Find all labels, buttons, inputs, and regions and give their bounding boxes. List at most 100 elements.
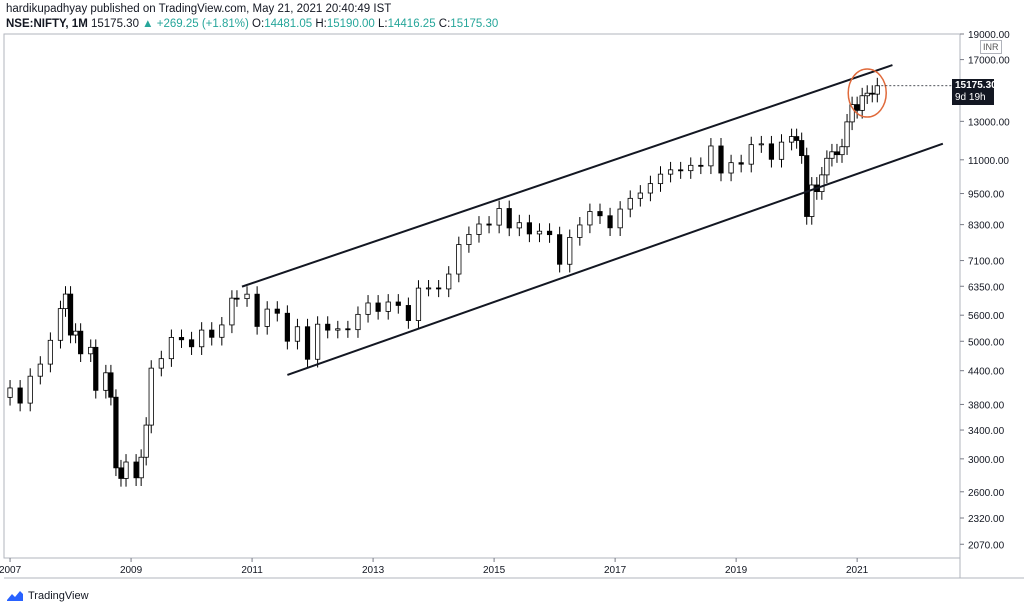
- candle-body: [854, 104, 860, 111]
- candle-body: [657, 173, 664, 185]
- candle-body: [148, 367, 154, 426]
- candle-body: [799, 140, 805, 157]
- candle-body: [229, 297, 235, 326]
- last-price-tag: 15175.30 9d 19h: [952, 78, 997, 105]
- candle-body: [103, 372, 109, 391]
- candle-body: [415, 287, 422, 321]
- candle-body: [446, 273, 452, 290]
- candle-body: [869, 92, 875, 95]
- candle-body: [274, 308, 280, 314]
- candle-body: [486, 223, 492, 226]
- up-arrow-icon: ▲: [142, 18, 154, 30]
- close-label: C:: [438, 18, 451, 30]
- chart-header: hardikupadhyay published on TradingView.…: [6, 2, 498, 32]
- low-label: L:: [378, 18, 388, 30]
- y-tick-label: 2070.00: [968, 540, 1005, 551]
- candle-body: [748, 144, 754, 165]
- candle-body: [597, 211, 603, 217]
- candle-body: [17, 387, 23, 404]
- candle-body: [718, 145, 724, 174]
- candle-body: [688, 164, 694, 172]
- candle-body: [27, 375, 33, 404]
- candle-body: [456, 244, 462, 275]
- high-label: H:: [315, 18, 327, 30]
- candle-body: [874, 85, 880, 95]
- candle-body: [7, 387, 13, 398]
- x-tick-label: 2007: [0, 565, 22, 576]
- candle-body: [365, 302, 371, 315]
- candle-body: [188, 339, 195, 348]
- candle-body: [294, 326, 301, 342]
- candle-body: [577, 224, 583, 238]
- candle-body: [834, 151, 840, 156]
- candle-body: [219, 324, 225, 338]
- y-tick-label: 3000.00: [968, 455, 1005, 466]
- candle-body: [637, 192, 643, 199]
- open-value: 14481.05: [264, 18, 313, 30]
- candle-body: [335, 328, 341, 331]
- symbol-label[interactable]: NSE:NIFTY, 1M: [6, 18, 88, 30]
- candle-body: [133, 461, 139, 479]
- close-value: 15175.30: [450, 18, 499, 30]
- candle-body: [466, 234, 472, 245]
- y-tick-label: 17000.00: [968, 56, 1010, 67]
- candle-body: [93, 346, 99, 391]
- candle-body: [627, 197, 633, 210]
- candle-body: [728, 162, 734, 174]
- candle-body: [88, 346, 94, 355]
- x-tick-label: 2015: [483, 565, 506, 576]
- candle-body: [819, 174, 825, 193]
- x-tick-label: 2013: [362, 565, 385, 576]
- x-tick-label: 2017: [604, 565, 627, 576]
- y-tick-label: 4400.00: [968, 367, 1005, 378]
- candle-body: [768, 143, 775, 160]
- candle-body: [617, 208, 623, 229]
- candle-body: [108, 372, 114, 398]
- candle-body: [315, 323, 321, 360]
- candle-body: [405, 305, 411, 321]
- candle-body: [506, 208, 512, 229]
- y-tick-label: 13000.00: [968, 117, 1010, 128]
- candle-body: [546, 230, 553, 236]
- candle-body: [809, 184, 815, 217]
- candle-body: [567, 237, 573, 265]
- candle-body: [678, 169, 684, 172]
- candle-body: [123, 461, 129, 479]
- candle-body: [304, 326, 311, 360]
- candle-body: [234, 297, 240, 300]
- candle-body: [829, 151, 835, 159]
- candle-body: [47, 339, 53, 365]
- candle-body: [78, 330, 84, 355]
- symbol-ohlc-line: NSE:NIFTY, 1M 15175.30 ▲ +269.25 (+1.81%…: [6, 17, 498, 32]
- candle-body: [607, 215, 613, 229]
- candle-body: [168, 337, 175, 360]
- last-price: 15175.30: [91, 18, 139, 30]
- candle-body: [37, 363, 43, 377]
- candle-body: [476, 223, 482, 235]
- x-tick-label: 2019: [725, 565, 748, 576]
- brand-label[interactable]: TradingView: [28, 590, 89, 602]
- candle-body: [264, 308, 270, 327]
- candle-body: [778, 141, 785, 160]
- candle-body: [647, 183, 654, 194]
- y-tick-label: 2320.00: [968, 514, 1005, 525]
- x-tick-label: 2021: [846, 565, 869, 576]
- footer: TradingView: [6, 590, 89, 602]
- candle-body: [738, 162, 744, 165]
- candle-body: [138, 456, 144, 479]
- y-tick-label: 9500.00: [968, 190, 1005, 201]
- candle-body: [794, 136, 800, 141]
- bar-countdown: 9d 19h: [955, 91, 986, 103]
- open-label: O:: [252, 18, 265, 30]
- tradingview-logo-icon[interactable]: [6, 590, 24, 602]
- candle-body: [355, 313, 361, 331]
- candle-body: [113, 396, 119, 469]
- publisher-line: hardikupadhyay published on TradingView.…: [6, 3, 392, 15]
- candle-body: [385, 301, 391, 312]
- candle-body: [698, 164, 704, 167]
- candle-body: [209, 329, 215, 338]
- candle-body: [758, 143, 764, 146]
- candle-body: [62, 293, 69, 310]
- candle-body: [72, 330, 79, 336]
